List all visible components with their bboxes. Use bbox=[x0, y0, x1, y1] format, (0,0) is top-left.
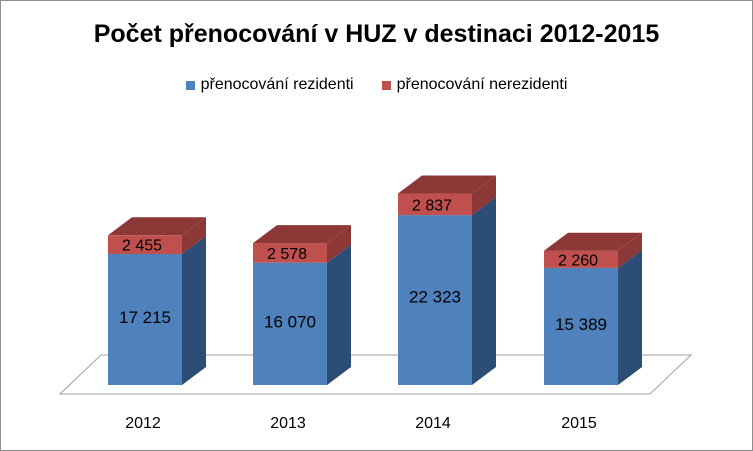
x-tick-label-2012: 2012 bbox=[125, 415, 161, 432]
bar-rezidenti-2015 bbox=[544, 267, 618, 385]
bar-side-rezidenti-2012 bbox=[182, 235, 206, 385]
bar-top-2012 bbox=[108, 217, 206, 236]
x-tick-label-2013: 2013 bbox=[270, 415, 306, 432]
legend-label-nerezidenti: přenocování nerezidenti bbox=[396, 76, 568, 93]
data-label-rezidenti-2013: 16 070 bbox=[264, 312, 316, 331]
bar-top-2013 bbox=[253, 225, 351, 244]
legend-swatch-nerezidenti bbox=[381, 80, 391, 90]
bar-nerezidenti-2013 bbox=[253, 243, 327, 263]
bar-rezidenti-2014 bbox=[398, 215, 472, 385]
bar-rezidenti-2013 bbox=[253, 262, 327, 385]
data-label-nerezidenti-2012: 2 455 bbox=[122, 238, 162, 255]
chart-title: Počet přenocování v HUZ v destinaci 2012… bbox=[93, 20, 660, 48]
bar-rezidenti-2012 bbox=[108, 253, 182, 385]
chart-floor bbox=[58, 354, 693, 395]
bar-nerezidenti-2015 bbox=[544, 250, 618, 268]
bar-side-nerezidenti-2013 bbox=[327, 225, 351, 263]
bar-nerezidenti-2012 bbox=[108, 235, 182, 254]
legend-entry-rezidenti: přenocování rezidenti bbox=[185, 76, 354, 94]
legend: přenocování rezidenti přenocování nerezi… bbox=[0, 76, 753, 94]
bar-top-2015 bbox=[544, 232, 642, 251]
x-tick-label-2014: 2014 bbox=[415, 415, 451, 432]
data-label-nerezidenti-2015: 2 260 bbox=[558, 252, 598, 269]
bar-side-nerezidenti-2014 bbox=[472, 175, 496, 216]
data-label-rezidenti-2012: 17 215 bbox=[119, 308, 171, 327]
bar-side-nerezidenti-2012 bbox=[182, 217, 206, 254]
legend-label-rezidenti: přenocování rezidenti bbox=[200, 76, 354, 93]
data-label-rezidenti-2015: 15 389 bbox=[555, 315, 607, 334]
x-tick-label-2015: 2015 bbox=[561, 415, 597, 432]
legend-entry-nerezidenti: přenocování nerezidenti bbox=[381, 76, 568, 94]
data-label-rezidenti-2014: 22 323 bbox=[409, 288, 461, 307]
bar-top-2014 bbox=[398, 175, 496, 194]
data-label-nerezidenti-2014: 2 837 bbox=[412, 197, 452, 214]
bar-side-rezidenti-2015 bbox=[618, 249, 642, 385]
legend-swatch-rezidenti bbox=[185, 80, 195, 90]
bar-nerezidenti-2014 bbox=[398, 193, 472, 216]
data-label-nerezidenti-2013: 2 578 bbox=[267, 246, 307, 263]
bar-side-rezidenti-2014 bbox=[472, 197, 496, 385]
bar-side-rezidenti-2013 bbox=[327, 244, 351, 385]
bar-side-nerezidenti-2015 bbox=[618, 232, 642, 268]
